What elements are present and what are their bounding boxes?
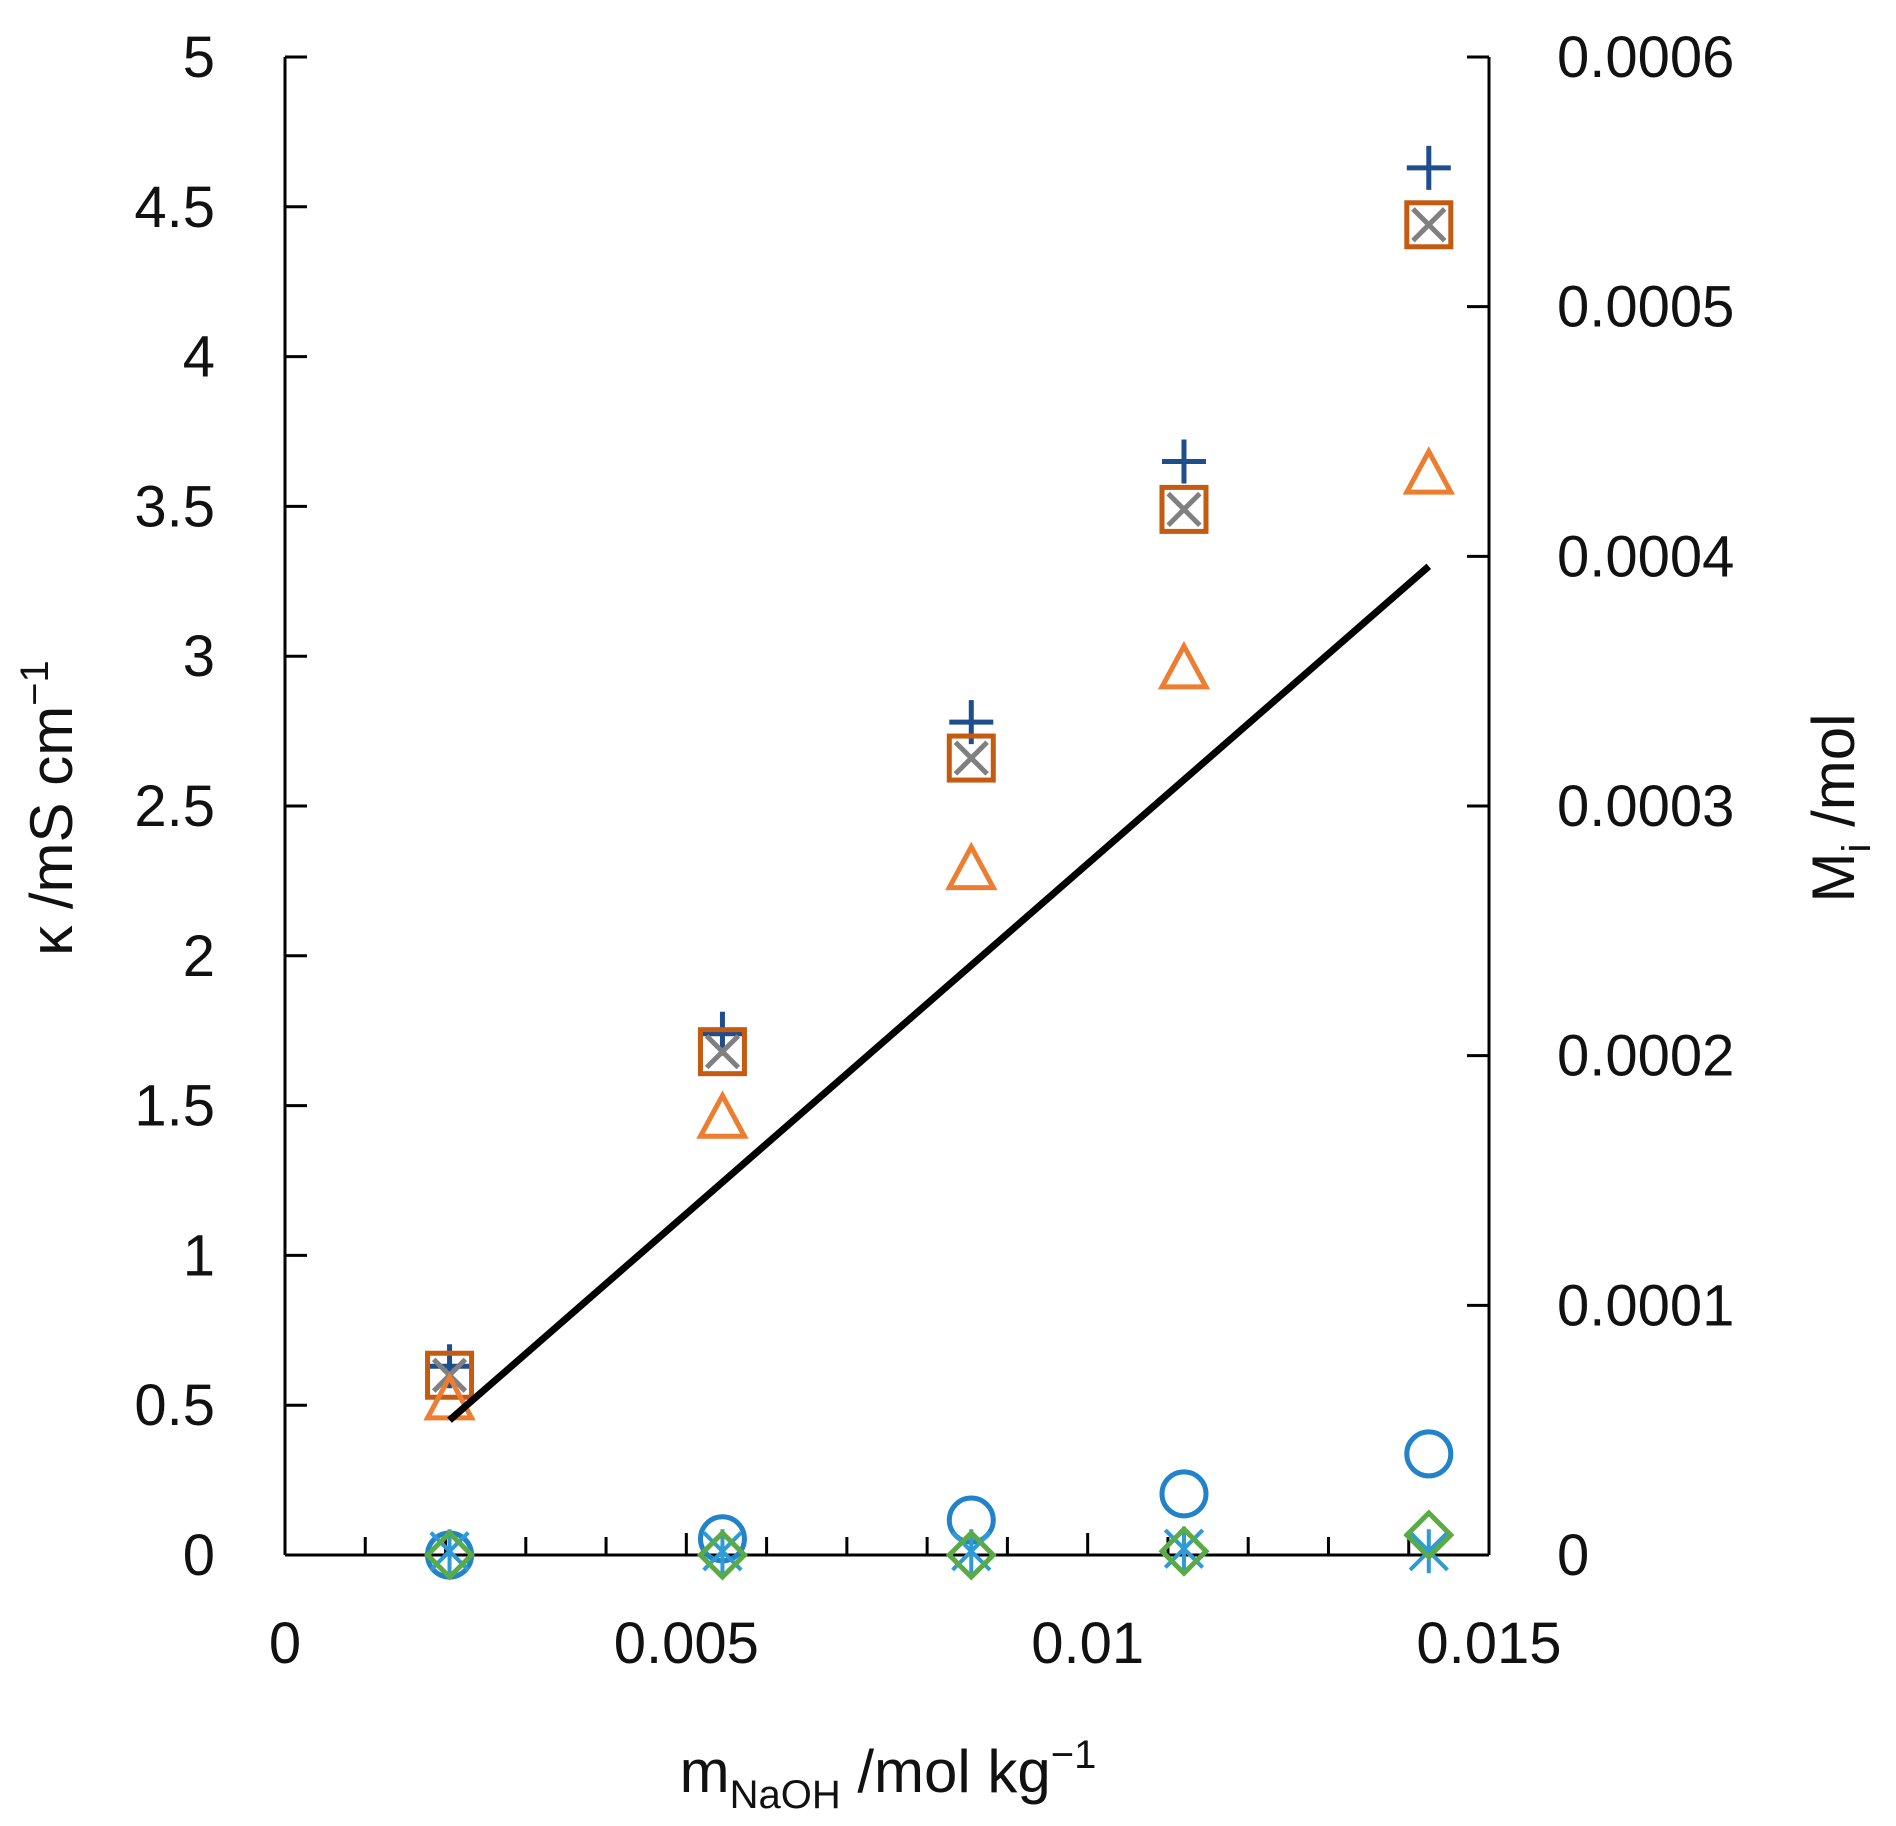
ticks [283,55,1491,1557]
series-plus [427,145,1451,1389]
x-tick-label: 0.01 [1031,1611,1144,1676]
series-square [425,200,1454,1400]
x-marker [1166,491,1202,528]
triangle-marker [945,841,998,891]
diamond-marker [1158,1525,1210,1577]
y-right-tick-label: 0.0005 [1557,275,1734,340]
x-tick-label: 0.015 [1416,1611,1561,1676]
plus-marker [1161,439,1206,484]
square-marker [1159,484,1209,534]
y-left-tick-label: 2.5 [134,774,215,839]
y-right-axis-title-sub: i [1835,844,1879,853]
y-left-axis-title-main: κ /mS cm [18,706,85,956]
series-x-in-square [431,207,1447,1393]
diamond-marker [424,1529,476,1581]
x-marker [1411,207,1447,243]
x-axis-title-main: m [680,1738,730,1805]
plus-marker [1406,145,1451,190]
y-right-tick-label: 0.0001 [1557,1273,1734,1338]
series-triangle [423,446,1455,1421]
diamond-marker [696,1529,748,1581]
tick-labels: 0 0.005 0.01 0.015 0 0.5 1 1.5 2 2.5 3 3.5 4 4.5 5 0 0.0… [134,25,1734,1676]
y-left-tick-label: 4.5 [134,175,215,240]
y-right-tick-label: 0.0004 [1557,524,1734,589]
circle-marker [1159,1469,1209,1519]
square-marker [1404,200,1454,250]
square-marker [425,1350,475,1400]
square-marker [697,1027,747,1077]
circle-marker [1404,1429,1454,1479]
y-left-tick-label: 0.5 [134,1373,215,1438]
y-left-tick-label: 4 [183,325,215,390]
diamond-marker [1403,1509,1455,1561]
y-left-tick-label: 1 [183,1223,215,1288]
y-left-tick-label: 1.5 [134,1074,215,1139]
y-right-tick-label: 0.0003 [1557,774,1734,839]
diamond-marker [945,1529,997,1581]
y-left-tick-label: 2 [183,924,215,989]
x-axis-title-unit: /mol kg [841,1738,1051,1805]
x-axis-title-sub: NaOH [730,1773,841,1817]
triangle-marker [696,1090,749,1139]
y-right-tick-label: 0.0002 [1557,1024,1734,1089]
y-right-axis-title-unit: /mol [1800,714,1867,844]
plot-area [423,145,1455,1581]
x-axis-title: mNaOH /mol kg−1 [680,1733,1097,1817]
y-left-tick-label: 5 [183,25,215,90]
x-tick-label: 0.005 [614,1611,759,1676]
x-tick-label: 0 [269,1611,301,1676]
y-right-tick-label: 0 [1557,1523,1589,1588]
y-left-tick-label: 0 [183,1523,215,1588]
series-diamond [424,1509,1455,1581]
x-axis-title-sup: −1 [1051,1733,1097,1777]
square-marker [946,733,996,783]
y-right-axis-title: Mi /mol [1800,714,1879,903]
x-marker [953,740,989,776]
y-right-axis-title-main: M [1800,852,1867,902]
asterisk-marker [1163,1526,1205,1571]
series-asterisk [429,1526,1449,1574]
y-left-tick-label: 3.5 [134,474,215,539]
fit-line [447,563,1432,1423]
y-left-tick-label: 3 [183,624,215,689]
triangle-marker [1402,446,1455,495]
asterisk-marker [1408,1529,1449,1574]
y-right-tick-label: 0.0006 [1557,25,1734,90]
series-fit-line [447,563,1432,1423]
x-marker [704,1034,741,1070]
axes [283,57,1491,1557]
triangle-marker [1157,640,1211,690]
y-left-axis-title-sup: −1 [13,660,57,706]
y-left-axis-title: κ /mS cm−1 [13,660,85,956]
